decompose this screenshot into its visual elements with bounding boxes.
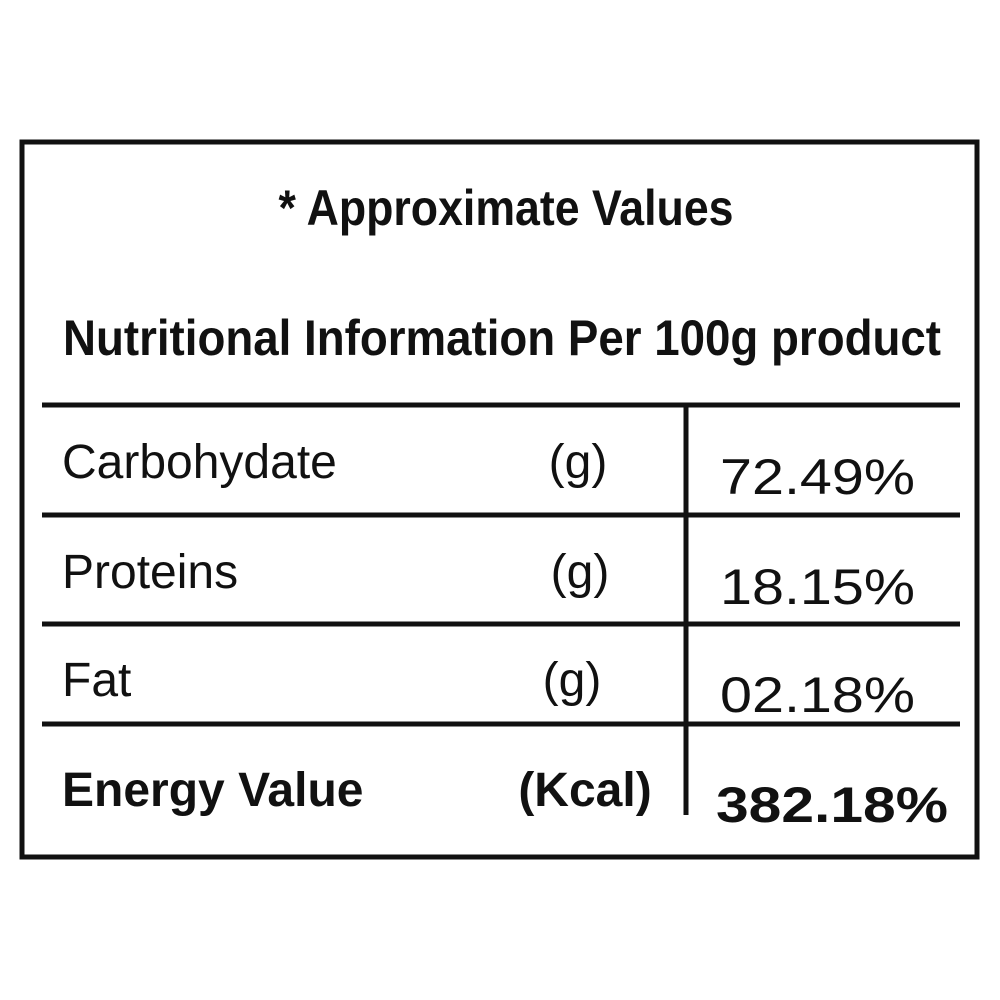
unit: (g) xyxy=(543,654,602,707)
nutrient-name: Fat xyxy=(62,654,131,707)
outer-border xyxy=(19,139,980,860)
nutrient-value: 382.18% xyxy=(716,777,948,833)
unit: (Kcal) xyxy=(518,764,651,817)
table-rows: Carbohydate (g) 72.49% Proteins (g) 18.15% Fat… xyxy=(62,436,948,833)
note: * Approximate Values xyxy=(279,180,734,236)
nutrient-name: Carbohydate xyxy=(62,436,337,489)
nutrient-value: 02.18% xyxy=(720,667,915,723)
nutrient-value: 18.15% xyxy=(720,559,915,615)
nutrient-name: Proteins xyxy=(62,546,238,599)
unit: (g) xyxy=(551,546,610,599)
unit: (g) xyxy=(549,436,608,489)
nutrient-value: 72.49% xyxy=(720,449,915,505)
nutrient-name: Energy Value xyxy=(62,764,363,817)
table-title: Nutritional Information Per 100g product xyxy=(63,310,941,366)
table-lines xyxy=(42,402,960,815)
